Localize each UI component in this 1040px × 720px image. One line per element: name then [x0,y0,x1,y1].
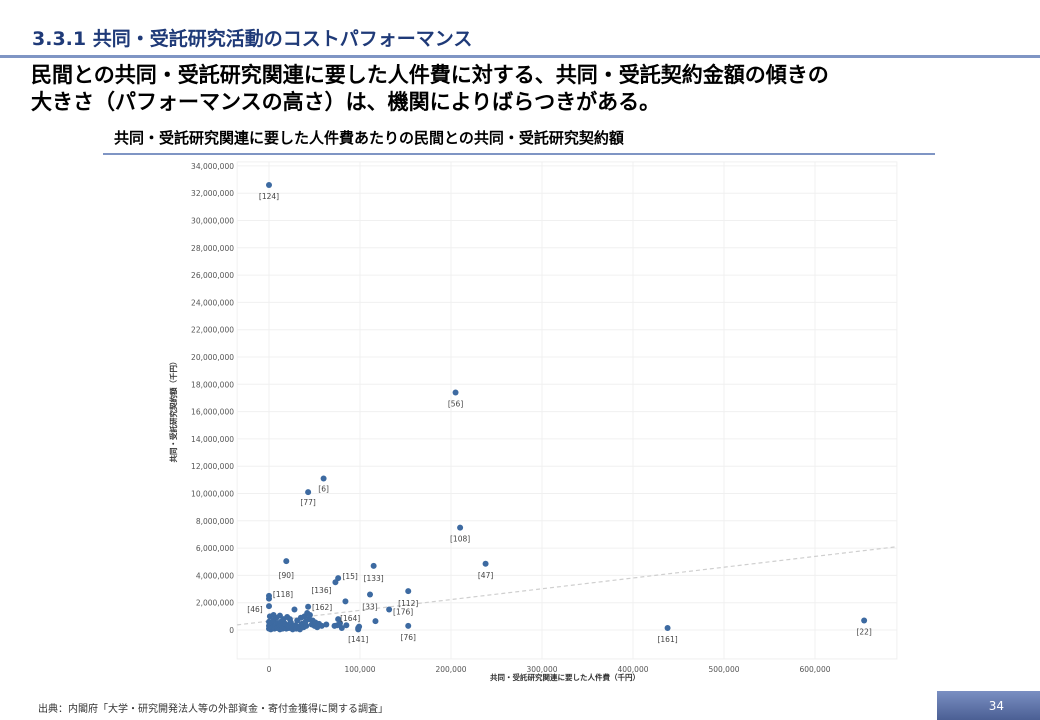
x-axis-label: 共同・受託研究関連に要した人件費（千円） [490,672,640,682]
y-tick-label: 34,000,000 [191,162,234,171]
data-point-label: [112] [398,599,418,608]
data-point [370,562,377,569]
y-tick-label: 0 [229,626,234,635]
data-point-label: [46] [247,605,262,614]
y-tick-label: 10,000,000 [191,490,234,499]
data-point-label: [141] [348,635,368,644]
data-point-label: [22] [856,627,871,636]
data-point [405,588,412,595]
x-tick-label: 300,000 [526,665,557,674]
y-tick-label: 30,000,000 [191,217,234,226]
data-point [355,624,362,631]
data-point [305,603,312,610]
chart-title-divider [103,153,935,155]
headline-line-2: 大きさ（パフォーマンスの高さ）は、機関によりばらつきがある。 [31,90,661,114]
data-point [318,622,325,629]
data-point-label: [161] [657,635,677,644]
data-point [332,579,339,586]
data-point [664,624,671,631]
data-point-label: [90] [279,571,294,580]
data-point [276,612,283,619]
x-tick-label: 200,000 [435,665,466,674]
data-point-label: [77] [300,498,315,507]
data-point-label: [136] [311,586,331,595]
data-point [335,616,342,623]
headline-line-1: 民間との共同・受託研究関連に要した人件費に対する、共同・受託契約金額の傾きの [31,63,829,87]
data-point [861,617,868,624]
data-point [320,475,327,482]
y-tick-label: 12,000,000 [191,462,234,471]
y-tick-label: 26,000,000 [191,271,234,280]
data-point [266,603,272,610]
data-point [367,591,374,598]
data-point-label: [164] [340,614,360,623]
data-point [306,611,313,618]
data-point [291,606,298,613]
data-point-label: [56] [448,399,463,408]
data-point-label: [6] [318,484,329,493]
data-point [283,558,290,565]
x-tick-label: 400,000 [617,665,648,674]
data-point-label: [162] [312,603,332,612]
headline: 民間との共同・受託研究関連に要した人件費に対する、共同・受託契約金額の傾きの 大… [31,62,829,116]
data-point [342,598,349,605]
y-tick-label: 22,000,000 [191,326,234,335]
x-tick-label: 600,000 [799,665,830,674]
data-point [323,621,330,628]
y-tick-label: 8,000,000 [196,517,234,526]
plot-area [236,161,898,660]
data-point [266,592,272,599]
source-note: 出典：内閣府「大学・研究開発法人等の外部資金・寄付金獲得に関する調査」 [38,704,388,715]
data-point-label: [108] [450,535,470,544]
data-point-label: [76] [401,633,416,642]
y-tick-label: 14,000,000 [191,435,234,444]
trend-line [237,546,897,626]
data-point [305,489,312,496]
y-tick-label: 16,000,000 [191,408,234,417]
y-tick-label: 32,000,000 [191,189,234,198]
y-tick-label: 4,000,000 [196,571,234,580]
y-tick-label: 18,000,000 [191,380,234,389]
data-point [482,560,489,567]
data-point [286,616,293,623]
data-point [343,622,350,629]
data-point [372,618,379,625]
data-point [266,182,272,189]
data-point [386,606,393,613]
data-point-label: [15] [342,572,357,581]
data-point [457,524,464,531]
page-number: 34 [937,691,1040,720]
y-tick-label: 24,000,000 [191,298,234,307]
data-point [338,624,345,631]
y-axis-label: 共同・受託研究契約額（千円） [168,358,178,463]
data-point-label: [33] [362,603,377,612]
x-tick-label: 500,000 [708,665,739,674]
data-point-label: [124] [259,192,279,201]
x-tick-label: 0 [267,665,272,674]
y-tick-label: 20,000,000 [191,353,234,362]
y-tick-label: 2,000,000 [196,599,234,608]
section-title: 3.3.1 共同・受託研究活動のコストパフォーマンス [32,28,473,50]
data-point-label: [47] [478,571,493,580]
data-point-label: [118] [273,590,293,599]
data-point [303,622,310,629]
y-tick-label: 6,000,000 [196,544,234,553]
x-tick-label: 100,000 [344,665,375,674]
section-divider [0,55,1040,58]
chart-title: 共同・受託研究関連に要した人件費あたりの民間との共同・受託研究契約額 [114,129,624,147]
data-point [452,389,459,396]
data-point [405,622,412,629]
y-tick-label: 28,000,000 [191,244,234,253]
data-point [266,613,273,620]
data-point-label: [176] [393,608,413,617]
data-point-label: [133] [364,574,384,583]
